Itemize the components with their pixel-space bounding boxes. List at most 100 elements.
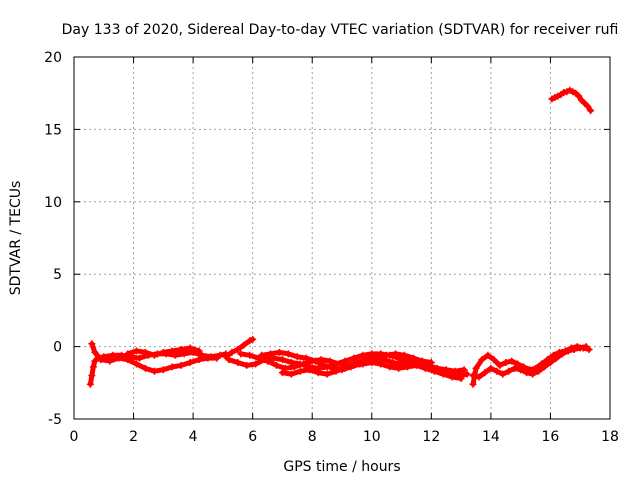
data-point bbox=[481, 369, 489, 377]
y-axis-label: SDTVAR / TECUs bbox=[8, 181, 24, 296]
data-point bbox=[115, 354, 123, 362]
x-tick-label: 10 bbox=[363, 429, 381, 445]
data-point bbox=[97, 356, 105, 364]
data-point bbox=[377, 360, 385, 368]
data-point bbox=[258, 351, 266, 359]
series-track-b bbox=[88, 340, 221, 375]
data-points bbox=[86, 86, 595, 388]
data-point bbox=[505, 367, 513, 375]
data-point bbox=[320, 361, 328, 369]
data-point bbox=[249, 335, 257, 343]
series-track-j bbox=[469, 343, 590, 381]
data-point bbox=[159, 348, 167, 356]
data-point bbox=[430, 367, 438, 375]
data-point bbox=[448, 373, 456, 381]
data-point bbox=[228, 348, 236, 356]
data-point bbox=[439, 370, 447, 378]
data-point bbox=[587, 107, 595, 115]
data-point bbox=[186, 344, 194, 352]
data-point bbox=[359, 351, 367, 359]
data-point bbox=[323, 370, 331, 378]
data-point bbox=[469, 380, 477, 388]
y-tick-label: -5 bbox=[48, 412, 62, 428]
x-tick-label: 0 bbox=[70, 429, 79, 445]
data-point bbox=[529, 370, 537, 378]
x-tick-label: 4 bbox=[189, 429, 198, 445]
data-point bbox=[517, 366, 525, 374]
data-point bbox=[386, 363, 394, 371]
data-point bbox=[290, 363, 298, 371]
data-point bbox=[150, 367, 158, 375]
y-tick-label: 10 bbox=[44, 195, 62, 211]
data-point bbox=[133, 360, 141, 368]
data-point bbox=[86, 380, 94, 388]
x-axis-label: GPS time / hours bbox=[283, 459, 400, 475]
x-tick-label: 6 bbox=[248, 429, 257, 445]
y-tick-label: 20 bbox=[44, 50, 62, 66]
data-point bbox=[350, 354, 358, 362]
data-point bbox=[133, 347, 141, 355]
data-point bbox=[484, 351, 492, 359]
data-point bbox=[546, 359, 554, 367]
data-point bbox=[305, 366, 313, 374]
data-point bbox=[570, 345, 578, 353]
y-tick-label: 0 bbox=[53, 340, 62, 356]
data-point bbox=[401, 351, 409, 359]
data-point bbox=[472, 364, 480, 372]
data-point bbox=[395, 364, 403, 372]
data-point bbox=[552, 354, 560, 362]
data-point bbox=[469, 372, 477, 380]
data-point bbox=[514, 360, 522, 368]
data-point bbox=[442, 366, 450, 374]
data-point bbox=[535, 367, 543, 375]
data-point bbox=[240, 341, 248, 349]
x-tick-label: 16 bbox=[542, 429, 560, 445]
data-point bbox=[141, 364, 149, 372]
series-track-h bbox=[278, 359, 465, 382]
data-point bbox=[252, 360, 260, 368]
data-point bbox=[409, 354, 417, 362]
data-point bbox=[186, 359, 194, 367]
data-point bbox=[204, 354, 212, 362]
data-point bbox=[421, 364, 429, 372]
data-point bbox=[246, 351, 254, 359]
data-point bbox=[278, 369, 286, 377]
data-point bbox=[368, 359, 376, 367]
data-point bbox=[350, 361, 358, 369]
series-track-k bbox=[548, 86, 595, 115]
data-point bbox=[267, 350, 275, 358]
data-point bbox=[341, 364, 349, 372]
data-point bbox=[91, 348, 99, 356]
data-point bbox=[141, 348, 149, 356]
data-point bbox=[457, 374, 465, 382]
data-point bbox=[460, 366, 468, 374]
data-point bbox=[564, 347, 572, 355]
data-point bbox=[511, 364, 519, 372]
data-point bbox=[234, 345, 242, 353]
data-point bbox=[463, 370, 471, 378]
data-point bbox=[576, 344, 584, 352]
data-point bbox=[89, 363, 97, 371]
data-point bbox=[278, 356, 286, 364]
chart-title: Day 133 of 2020, Sidereal Day-to-day VTE… bbox=[62, 22, 619, 38]
data-point bbox=[383, 351, 391, 359]
data-point bbox=[359, 360, 367, 368]
data-point bbox=[159, 366, 167, 374]
data-point bbox=[314, 369, 322, 377]
data-point bbox=[168, 363, 176, 371]
data-point bbox=[302, 354, 310, 362]
data-point bbox=[150, 351, 158, 359]
data-point bbox=[374, 354, 382, 362]
data-point bbox=[234, 359, 242, 367]
data-point bbox=[88, 372, 96, 380]
data-point bbox=[177, 345, 185, 353]
data-point bbox=[243, 361, 251, 369]
data-point bbox=[264, 357, 272, 365]
data-point bbox=[558, 350, 566, 358]
data-point bbox=[296, 367, 304, 375]
data-point bbox=[575, 92, 583, 100]
data-point bbox=[272, 361, 280, 369]
data-point bbox=[412, 361, 420, 369]
data-point bbox=[284, 350, 292, 358]
